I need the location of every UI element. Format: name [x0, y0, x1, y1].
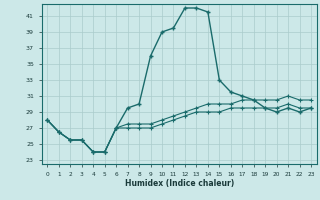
- X-axis label: Humidex (Indice chaleur): Humidex (Indice chaleur): [124, 179, 234, 188]
